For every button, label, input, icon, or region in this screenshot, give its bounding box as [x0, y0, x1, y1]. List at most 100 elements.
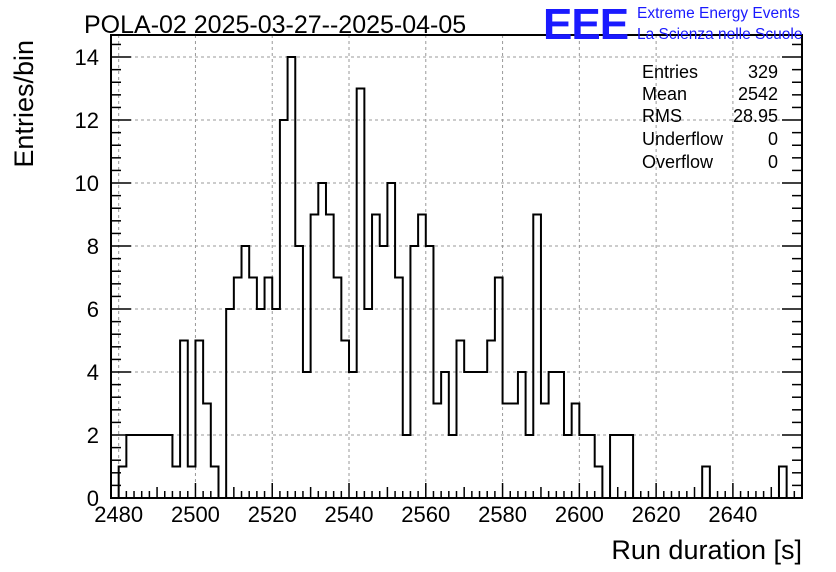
histogram-bin	[126, 435, 134, 498]
histogram-bin	[265, 278, 273, 498]
y-tick-label: 4	[87, 360, 99, 385]
histogram-bin	[172, 467, 180, 498]
histogram-bin	[503, 404, 511, 498]
x-tick-label: 2540	[325, 502, 374, 527]
stats-mean-label: Mean	[642, 84, 687, 104]
histogram-bin	[426, 246, 434, 498]
histogram-bin	[541, 404, 549, 498]
histogram-bin	[303, 372, 311, 498]
stats-entries-label: Entries	[642, 62, 698, 82]
histogram-bin	[134, 435, 142, 498]
histogram-bin	[188, 467, 196, 498]
histogram-bin	[165, 435, 173, 498]
y-tick-label: 14	[75, 45, 99, 70]
histogram-bin	[195, 341, 203, 498]
x-tick-label: 2580	[478, 502, 527, 527]
histogram-bin	[357, 89, 365, 498]
histogram-bin	[472, 372, 480, 498]
stats-entries-value: 329	[748, 62, 778, 82]
histogram-bin	[579, 435, 587, 498]
histogram-bin	[457, 341, 465, 498]
y-tick-label: 10	[75, 171, 99, 196]
stats-box: Entries 329 Mean 2542 RMS 28.95 Underflo…	[642, 62, 778, 172]
histogram-bin	[464, 372, 472, 498]
histogram-bin	[572, 404, 580, 498]
histogram-bin	[433, 404, 441, 498]
histogram-bin	[272, 309, 280, 498]
chart-title: POLA-02 2025-03-27--2025-04-05	[84, 11, 466, 39]
histogram-bin	[257, 309, 265, 498]
x-tick-labels: 2480 2500 2520 2540 2560 2580 2600 2620 2640	[94, 502, 757, 527]
stats-overflow-label: Overflow	[642, 152, 714, 172]
histogram-bin	[387, 183, 395, 498]
histogram-bin	[625, 435, 633, 498]
y-tick-label: 12	[75, 108, 99, 133]
histogram-bin	[318, 183, 326, 498]
histogram-bin	[349, 372, 357, 498]
y-tick-label: 6	[87, 297, 99, 322]
histogram-bin	[326, 215, 334, 498]
stats-overflow-value: 0	[768, 152, 778, 172]
histogram-bin	[495, 278, 503, 498]
histogram-bin	[280, 120, 288, 498]
stats-underflow-value: 0	[768, 129, 778, 149]
histogram-bin	[702, 467, 710, 498]
histogram-bin	[226, 309, 234, 498]
histogram-bin	[518, 372, 526, 498]
histogram-bin	[549, 372, 557, 498]
eee-logo: EEE Extreme Energy Events La Scienza nel…	[543, 0, 802, 49]
histogram-bin	[556, 372, 564, 498]
histogram-bin	[449, 435, 457, 498]
histogram-bin	[119, 467, 127, 498]
stats-mean-value: 2542	[738, 84, 778, 104]
histogram-bin	[180, 341, 188, 498]
histogram-bin	[311, 215, 319, 498]
x-tick-label: 2560	[401, 502, 450, 527]
histogram-bin	[372, 215, 380, 498]
histogram-bin	[380, 246, 388, 498]
histogram-bin	[587, 435, 595, 498]
histogram-bin	[295, 246, 303, 498]
stats-underflow-label: Underflow	[642, 129, 724, 149]
x-axis-title: Run duration [s]	[611, 535, 802, 565]
histogram-bin	[533, 215, 541, 498]
plot-frame	[110, 34, 803, 499]
histogram-bin	[480, 372, 488, 498]
histogram-bin	[334, 278, 342, 498]
histogram-bin	[157, 435, 165, 498]
histogram-bin	[510, 404, 518, 498]
histogram-bin	[288, 57, 296, 498]
histogram-bin	[618, 435, 626, 498]
histogram-bin	[403, 435, 411, 498]
x-tick-label: 2600	[555, 502, 604, 527]
axis-ticks	[110, 43, 803, 499]
x-tick-label: 2520	[248, 502, 297, 527]
histogram-bin	[149, 435, 157, 498]
y-tick-label: 0	[87, 486, 99, 511]
histogram-bin	[211, 467, 219, 498]
x-tick-label: 2620	[632, 502, 681, 527]
histogram-bin	[364, 309, 372, 498]
stats-rms-value: 28.95	[733, 106, 778, 126]
y-tick-label: 8	[87, 234, 99, 259]
eee-logo-line2: La Scienza nelle Scuole	[637, 26, 802, 43]
histogram-bin	[341, 341, 349, 498]
histogram-bin	[595, 467, 603, 498]
histogram-bin	[242, 246, 250, 498]
histogram-bin	[526, 435, 534, 498]
histogram-bin	[234, 278, 242, 498]
x-tick-label: 2480	[94, 502, 143, 527]
histogram-bin	[564, 435, 572, 498]
histogram-bin	[487, 341, 495, 498]
y-axis-title: Entries/bin	[9, 40, 39, 168]
eee-logo-mark: EEE	[543, 0, 628, 49]
histogram-bin	[779, 467, 787, 498]
histogram-bin	[142, 435, 150, 498]
histogram-bin	[418, 215, 426, 498]
eee-logo-line1: Extreme Energy Events	[637, 5, 800, 22]
histogram-bin	[203, 404, 211, 498]
histogram-bin	[249, 278, 257, 498]
histogram-bin	[441, 372, 449, 498]
histogram-bin	[610, 435, 618, 498]
